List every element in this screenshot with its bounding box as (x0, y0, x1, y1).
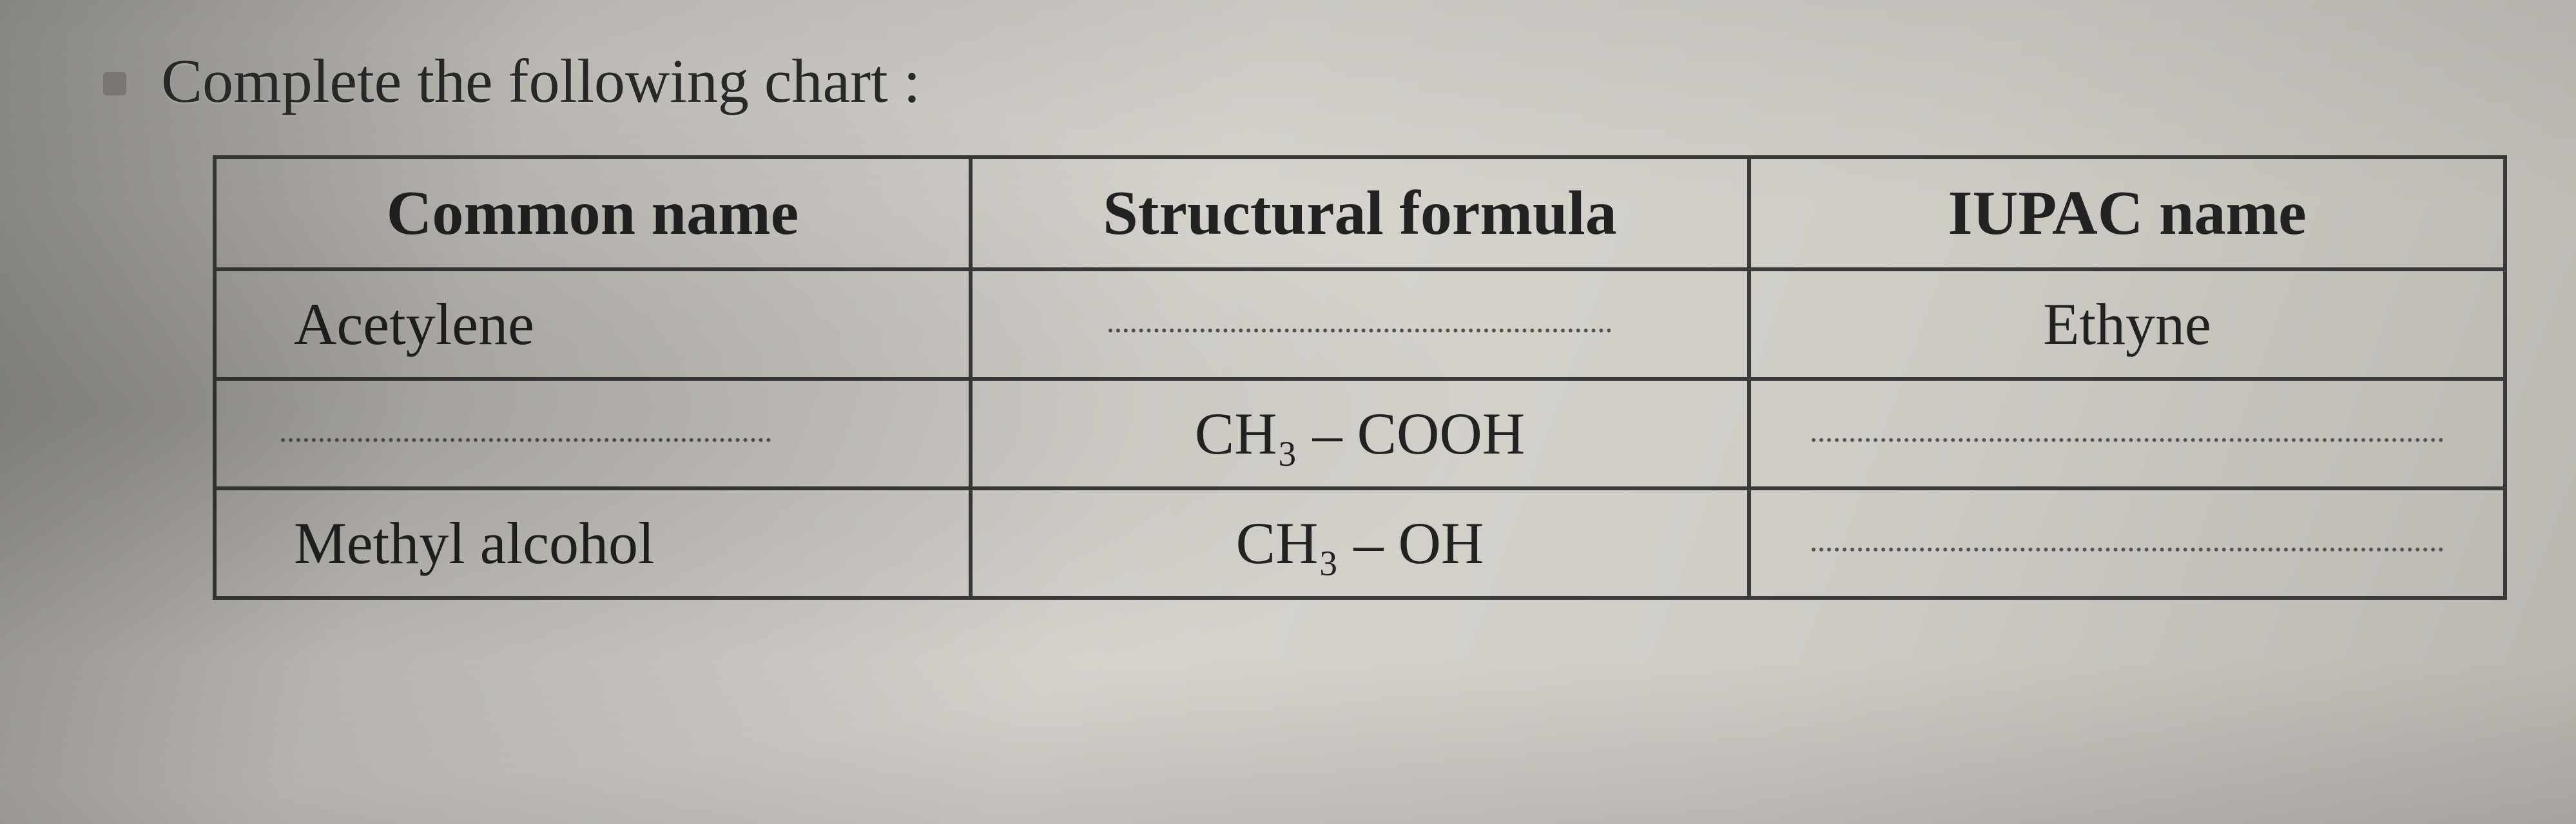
scanned-page: Complete the following chart : Common na… (0, 0, 2576, 824)
fill-in-blank (281, 438, 771, 442)
table-row: Acetylene Ethyne (215, 269, 2505, 379)
cell-text: CH₃ – OH (1236, 510, 1484, 576)
cell-structural-formula: CH₃ – OH (971, 488, 1749, 598)
list-bullet-icon (103, 72, 126, 95)
cell-common-name: Methyl alcohol (215, 488, 971, 598)
cell-text: Acetylene (294, 291, 534, 357)
chemistry-chart-table: Common name Structural formula IUPAC nam… (213, 155, 2507, 600)
fill-in-blank (1812, 548, 2443, 551)
table-row: CH₃ – COOH (215, 379, 2505, 488)
header-structural-formula: Structural formula (971, 157, 1749, 269)
header-iupac-name: IUPAC name (1749, 157, 2505, 269)
cell-iupac-name: Ethyne (1749, 269, 2505, 379)
header-common-name: Common name (215, 157, 971, 269)
fill-in-blank (1812, 438, 2443, 442)
cell-text: Methyl alcohol (294, 510, 655, 576)
cell-structural-formula (971, 269, 1749, 379)
cell-common-name: Acetylene (215, 269, 971, 379)
chart-table-container: Common name Structural formula IUPAC nam… (213, 155, 2507, 600)
cell-common-name (215, 379, 971, 488)
fill-in-blank (1109, 329, 1611, 332)
table-header-row: Common name Structural formula IUPAC nam… (215, 157, 2505, 269)
cell-text: CH₃ – COOH (1195, 401, 1525, 466)
prompt-text: Complete the following chart : (161, 46, 920, 115)
table-row: Methyl alcohol CH₃ – OH (215, 488, 2505, 598)
cell-structural-formula: CH₃ – COOH (971, 379, 1749, 488)
cell-text: Ethyne (2043, 291, 2211, 357)
question-prompt: Complete the following chart : (103, 45, 2576, 117)
cell-iupac-name (1749, 379, 2505, 488)
cell-iupac-name (1749, 488, 2505, 598)
